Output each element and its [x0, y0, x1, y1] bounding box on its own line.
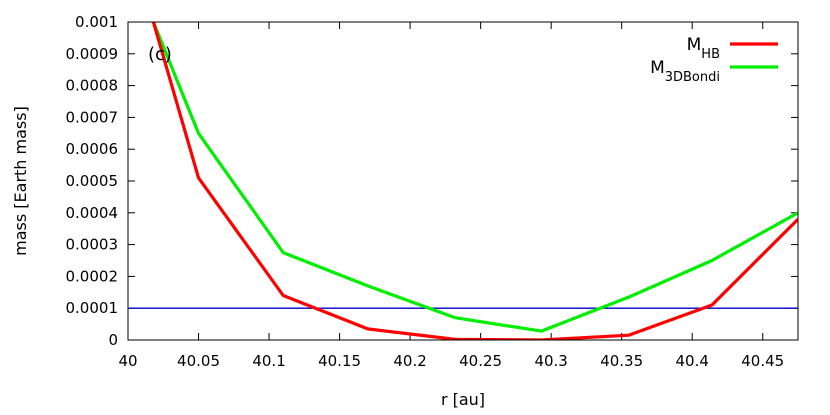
y-axis-label: mass [Earth mass]: [11, 106, 30, 256]
y-tick-label: 0.0002: [66, 267, 119, 285]
y-tick-label: 0.001: [75, 13, 118, 31]
y-tick-label: 0.0008: [66, 77, 119, 95]
x-tick-label: 40.2: [393, 352, 426, 370]
series-line-m3dbondi: [151, 22, 798, 333]
x-tick-label: 40.3: [534, 352, 567, 370]
y-tick-label: 0.0007: [66, 108, 119, 126]
y-tick-label: 0.0009: [66, 45, 119, 63]
x-tick-label: 40.15: [318, 352, 361, 370]
y-tick-label: 0.0005: [66, 172, 119, 190]
y-tick-label: 0.0004: [66, 204, 119, 222]
x-tick-label: 40.45: [741, 352, 784, 370]
x-tick-label: 40.35: [600, 352, 643, 370]
panel-label: (c): [148, 44, 172, 65]
series-line-mhb: [151, 22, 798, 340]
x-axis-label: r [au]: [441, 390, 485, 409]
y-tick-labels: 0 0.0001 0.0002 0.0003 0.0004 0.0005 0.0006 0.0…: [66, 13, 119, 349]
y-tick-label: 0.0003: [66, 236, 119, 254]
x-tick-label: 40.1: [252, 352, 285, 370]
x-tick-label: 40.4: [676, 352, 709, 370]
x-tick-label: 40.25: [459, 352, 502, 370]
y-tick-label: 0.0001: [66, 299, 119, 317]
plot-frame: [127, 21, 799, 341]
x-tick-label: 40: [118, 352, 137, 370]
x-tick-labels: 40 40.05 40.1 40.15 40.2 40.25 40.3 40.35 40.4 40…: [118, 352, 784, 370]
y-tick-label: 0: [108, 331, 118, 349]
series-layer: [151, 22, 798, 340]
legend-label: M3DBondi: [650, 58, 720, 85]
x-tick-label: 40.05: [177, 352, 220, 370]
legend-label: MHB: [687, 35, 720, 62]
y-tick-label: 0.0006: [66, 140, 119, 158]
